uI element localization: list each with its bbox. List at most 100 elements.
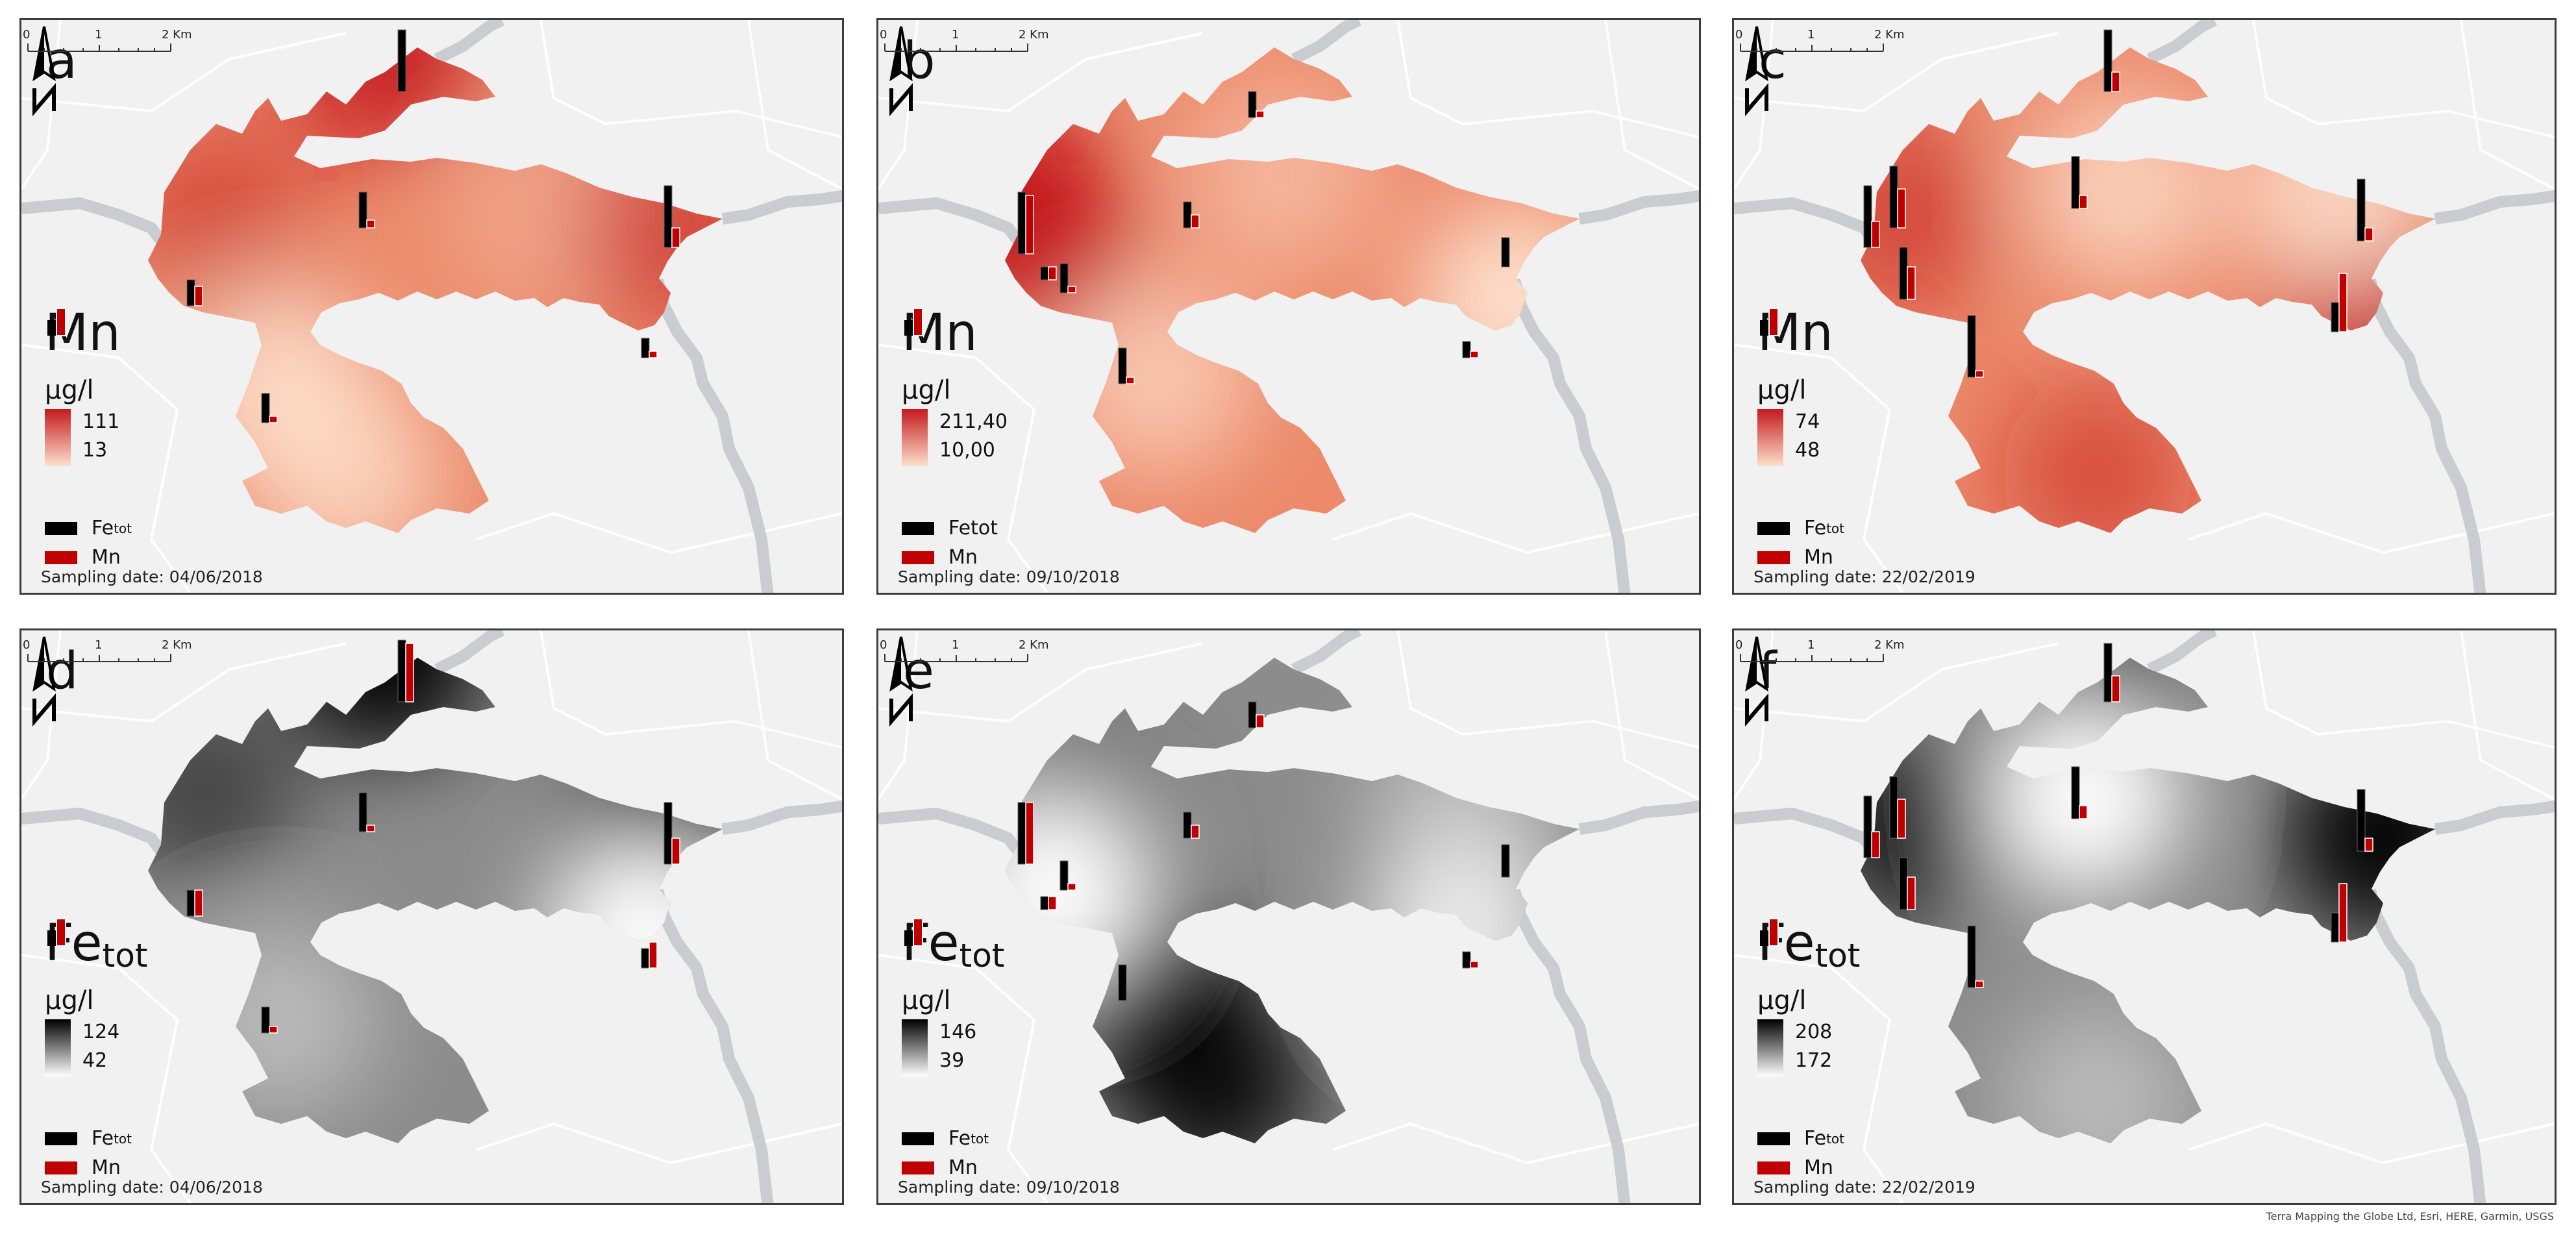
sampling-point-bar (1889, 776, 1906, 839)
scale-tick-label: 2 Km (1874, 638, 1905, 652)
legend-mn-row: Mn (902, 546, 1006, 569)
scale-tick-label: 1 (952, 638, 959, 652)
color-ramp: 146 39 (902, 1019, 1006, 1078)
bar-chart-symbol-icon (45, 918, 149, 1121)
sampling-date: Sampling date: 09/10/2018 (898, 1178, 1120, 1197)
sampling-date: Sampling date: 22/02/2019 (1753, 1178, 1975, 1197)
ramp-max-value: 74 (1795, 410, 1820, 433)
sampling-point-bar (397, 640, 414, 702)
color-ramp: 208 172 (1757, 1019, 1861, 1078)
sampling-point-bar (1183, 201, 1200, 229)
map-canvas (1734, 20, 2555, 593)
map-panel-c: c Mn µg/l 74 48 Fe tot Mn Sampling date: 22/02/2… (1732, 18, 2557, 595)
sampling-point-bar (1248, 91, 1265, 118)
sampling-point-bar (186, 889, 203, 917)
color-ramp: 111 13 (45, 409, 149, 467)
legend-mn-row: Mn (1757, 546, 1861, 569)
river (878, 630, 1699, 1203)
sampling-point-bar (1017, 802, 1034, 865)
ramp-min-value: 48 (1795, 439, 1820, 462)
scale-tick-label: 2 Km (1874, 28, 1905, 42)
legend-unit: µg/l (1757, 375, 1807, 405)
color-ramp: 124 42 (45, 1019, 149, 1078)
map-legend: Fetot µg/l 146 39 Fe tot Mn (902, 916, 1006, 1179)
sampling-point-bar (1889, 166, 1906, 229)
sampling-point-bar (641, 941, 658, 969)
scale-tick-label: 2 Km (162, 638, 192, 652)
sampling-point-bar (261, 393, 278, 423)
scale-bar: 0 1 2 Km (880, 638, 1049, 662)
legend-parameter: Fetot (1757, 914, 1861, 975)
sampling-bars (1863, 643, 2373, 988)
river (878, 20, 1699, 593)
sampling-point-bar (1899, 857, 1916, 910)
ramp-max-value: 111 (82, 410, 120, 433)
scale-tick-label: 2 Km (162, 28, 192, 42)
bar-chart-symbol-icon (45, 308, 149, 510)
sampling-point-bar (1863, 795, 1880, 858)
legend-mn-row: Mn (45, 546, 149, 569)
sampling-point-bar (2331, 273, 2347, 332)
legend-parameter: Fetot (45, 914, 148, 975)
river (21, 630, 842, 1203)
road-network (1734, 630, 2555, 1203)
color-ramp-gradient (45, 409, 71, 466)
color-ramp: 74 48 (1757, 409, 1861, 467)
scale-tick-label: 1 (952, 28, 959, 42)
legend-unit: µg/l (902, 986, 951, 1015)
sampling-point-bar (1967, 315, 1984, 378)
sampling-bars (186, 29, 680, 423)
scale-bar: 0 1 2 Km (23, 28, 192, 52)
sampling-point-bar (2331, 883, 2347, 943)
scale-tick-label: 0 (1735, 28, 1742, 42)
legend-unit: µg/l (45, 986, 94, 1015)
map-legend: Mn µg/l 211,40 10,00 Fetot Mn (902, 306, 1008, 569)
scale-tick-label: 2 Km (1019, 28, 1049, 42)
sampling-date: Sampling date: 04/06/2018 (41, 567, 263, 586)
sampling-point-bar (641, 338, 658, 358)
sampling-point-bar (186, 279, 203, 306)
sampling-point-bar (261, 1006, 278, 1034)
sampling-point-bar (2071, 156, 2088, 209)
bar-chart-symbol-icon (1757, 918, 1861, 1121)
sampling-point-bar (1059, 860, 1076, 891)
sampling-point-bar (358, 792, 375, 832)
map-legend: Fetot µg/l 124 42 Fe tot Mn (45, 916, 149, 1179)
sampling-point-bar (1248, 701, 1265, 728)
sampling-point-bar (1462, 951, 1479, 969)
river (21, 20, 842, 593)
color-ramp-gradient (902, 1019, 928, 1076)
road-network (878, 630, 1699, 1203)
scale-bar: 0 1 2 Km (1735, 28, 1905, 52)
scale-bar: 0 1 2 Km (23, 638, 192, 662)
map-canvas (878, 630, 1699, 1203)
sampling-bars (1017, 701, 1510, 1001)
map-legend: Mn µg/l 111 13 Fe tot Mn (45, 306, 149, 569)
legend-unit: µg/l (902, 375, 951, 405)
color-ramp-gradient (1757, 1019, 1783, 1076)
sampling-point-bar (2103, 643, 2120, 702)
north-arrow-icon (32, 26, 56, 117)
scale-tick-label: 2 Km (1019, 638, 1049, 652)
color-ramp-gradient (45, 1019, 71, 1076)
legend-mn-row: Mn (45, 1156, 149, 1179)
legend-mn-row: Mn (1757, 1156, 1861, 1179)
ramp-min-value: 10,00 (939, 439, 995, 462)
map-panel-e: e Fetot µg/l 146 39 Fe tot Mn Sampling date: 09/… (876, 628, 1701, 1205)
map-credit: Terra Mapping the Globe Ltd, Esri, HERE,… (2266, 1210, 2554, 1223)
map-panel-d: d Fetot µg/l 124 42 Fe tot Mn Sampling date: 04/… (19, 628, 844, 1205)
ramp-max-value: 208 (1795, 1021, 1833, 1043)
sampling-point-bar (2103, 29, 2120, 92)
north-arrow-icon (889, 26, 913, 117)
ramp-max-value: 146 (939, 1021, 977, 1043)
sampling-point-bar (397, 29, 406, 92)
ramp-min-value: 13 (82, 439, 108, 462)
sampling-point-bar (1118, 347, 1135, 384)
scale-tick-label: 0 (23, 28, 30, 42)
sampling-point-bar (1462, 341, 1479, 358)
sampling-bars (186, 640, 680, 1034)
sampling-point-bar (663, 802, 680, 865)
